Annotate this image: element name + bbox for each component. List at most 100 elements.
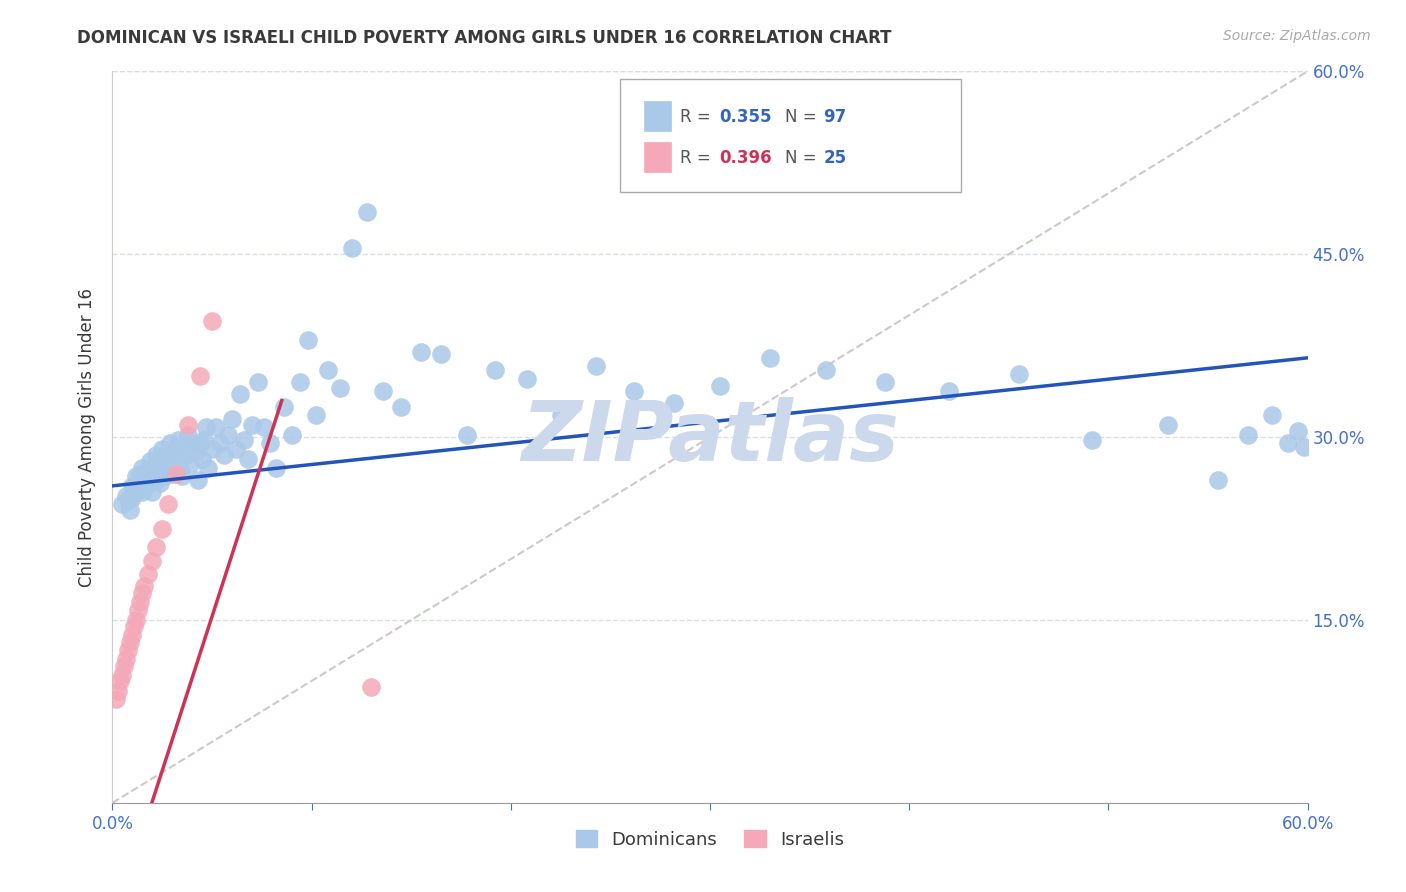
Point (193, 433, 215, 447)
Point (181, 436, 204, 450)
Point (162, 467, 183, 481)
Point (115, 489, 138, 503)
Point (125, 469, 148, 483)
Text: 25: 25 (824, 149, 846, 167)
Bar (644, 101, 671, 131)
Point (127, 476, 149, 491)
Point (124, 481, 146, 495)
Point (165, 452, 187, 467)
Point (157, 497, 180, 511)
Text: 0.355: 0.355 (720, 108, 772, 126)
Point (229, 387, 252, 401)
Point (138, 464, 160, 478)
Point (117, 643, 139, 657)
Point (360, 680, 382, 694)
Legend: Dominicans, Israelis: Dominicans, Israelis (568, 823, 852, 856)
Point (264, 460, 287, 475)
Text: Source: ZipAtlas.com: Source: ZipAtlas.com (1223, 29, 1371, 43)
Point (1081, 433, 1104, 447)
Point (165, 467, 187, 481)
Point (150, 521, 173, 535)
Point (209, 436, 232, 450)
Point (212, 448, 235, 462)
Point (131, 485, 153, 500)
Point (149, 476, 172, 491)
Point (155, 448, 177, 462)
Point (585, 359, 607, 374)
Point (121, 491, 143, 505)
Text: 97: 97 (824, 108, 846, 126)
Text: DOMINICAN VS ISRAELI CHILD POVERTY AMONG GIRLS UNDER 16 CORRELATION CHART: DOMINICAN VS ISRAELI CHILD POVERTY AMONG… (77, 29, 891, 46)
Point (141, 485, 163, 500)
Point (191, 452, 214, 467)
Point (875, 375, 897, 389)
Point (1261, 408, 1284, 422)
Point (187, 473, 209, 487)
Point (305, 408, 328, 422)
Point (430, 347, 453, 361)
Point (201, 442, 224, 457)
Point (125, 613, 148, 627)
Y-axis label: Child Poverty Among Girls Under 16: Child Poverty Among Girls Under 16 (77, 287, 96, 587)
Point (259, 436, 281, 450)
Point (159, 436, 181, 450)
Point (141, 460, 163, 475)
Text: N =: N = (786, 108, 823, 126)
Point (141, 554, 163, 568)
Point (456, 427, 478, 442)
Point (197, 460, 219, 475)
Point (246, 375, 269, 389)
Point (316, 363, 339, 377)
Point (1237, 427, 1260, 442)
Point (173, 440, 195, 454)
Point (195, 420, 218, 434)
Point (120, 503, 142, 517)
Point (201, 314, 224, 328)
Point (236, 452, 259, 467)
Point (281, 427, 304, 442)
Point (115, 652, 138, 666)
Point (188, 369, 211, 384)
Point (111, 667, 134, 681)
Point (145, 448, 167, 462)
Bar (644, 142, 671, 172)
Point (110, 673, 132, 688)
Point (129, 594, 152, 608)
Point (169, 460, 191, 475)
Point (411, 344, 433, 359)
Point (105, 692, 128, 706)
Text: R =: R = (681, 108, 716, 126)
Point (177, 417, 200, 432)
Point (150, 460, 173, 475)
Point (221, 412, 243, 426)
Point (174, 448, 197, 462)
Point (233, 433, 256, 447)
Point (127, 603, 149, 617)
Point (150, 442, 173, 457)
Point (131, 460, 153, 475)
Point (163, 444, 186, 458)
Point (389, 400, 412, 414)
Point (145, 540, 167, 554)
Point (1206, 473, 1229, 487)
Point (623, 384, 645, 398)
Text: N =: N = (786, 149, 823, 167)
Point (1286, 424, 1309, 438)
Point (550, 408, 572, 422)
Point (186, 444, 208, 458)
Point (167, 433, 190, 447)
Point (709, 379, 731, 393)
Point (120, 635, 142, 649)
Point (121, 479, 143, 493)
Point (516, 371, 538, 385)
Point (107, 683, 129, 698)
Point (484, 363, 506, 377)
Point (1157, 417, 1180, 432)
FancyBboxPatch shape (620, 78, 962, 192)
Text: 0.396: 0.396 (720, 149, 772, 167)
Point (205, 420, 228, 434)
Point (125, 485, 148, 500)
Point (273, 400, 295, 414)
Point (356, 204, 378, 219)
Text: ZIPatlas: ZIPatlas (522, 397, 898, 477)
